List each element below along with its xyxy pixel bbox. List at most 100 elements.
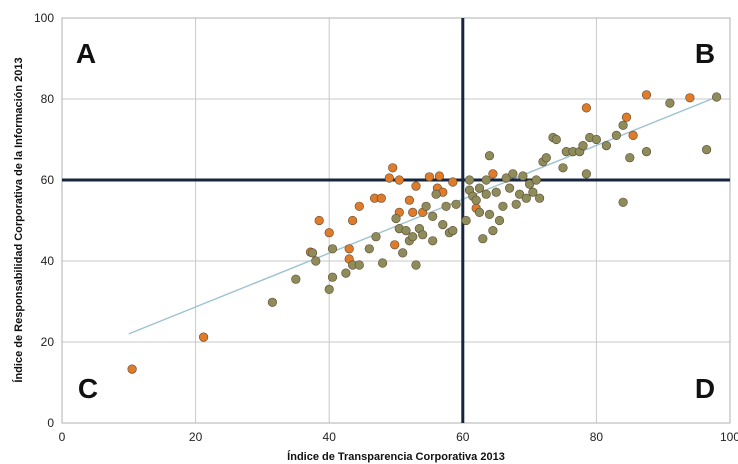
data-point-orange	[324, 228, 334, 238]
data-point-olive	[364, 244, 374, 254]
quadrant-label: D	[695, 373, 715, 404]
data-point-olive	[711, 92, 722, 102]
data-point-orange	[628, 130, 638, 140]
data-point-olive	[311, 256, 321, 266]
data-point-olive	[665, 98, 675, 108]
data-point-olive	[498, 201, 508, 211]
data-point-olive	[611, 130, 622, 140]
data-point-olive	[521, 193, 531, 203]
data-point-olive	[558, 163, 568, 173]
data-point-olive	[534, 193, 545, 203]
x-tick-label: 80	[590, 430, 604, 444]
data-point-olive	[451, 199, 461, 209]
data-point-olive	[411, 260, 421, 270]
data-point-orange	[685, 93, 695, 103]
plot-frame	[61, 17, 731, 424]
data-point-orange	[344, 244, 354, 254]
data-point-orange	[434, 171, 445, 181]
data-point-olive	[401, 226, 411, 236]
data-point-orange	[314, 215, 324, 226]
data-point-olive	[641, 147, 652, 157]
data-point-olive	[481, 175, 491, 185]
x-tick-label: 60	[456, 430, 470, 444]
data-point-olive	[484, 209, 495, 219]
data-point-olive	[431, 189, 441, 199]
x-tick-label: 0	[59, 430, 66, 444]
data-point-olive	[478, 234, 488, 244]
data-point-olive	[494, 215, 505, 226]
data-point-olive	[327, 272, 338, 282]
x-axis-label: Índice de Transparencia Corporativa 2013	[287, 450, 505, 463]
data-point-olive	[474, 207, 485, 217]
y-tick-label: 0	[47, 416, 54, 430]
data-point-orange	[376, 193, 386, 203]
data-point-orange	[384, 173, 394, 183]
data-point-olive	[551, 134, 561, 145]
data-point-olive	[488, 226, 498, 236]
data-point-olive	[505, 183, 515, 193]
y-tick-label: 40	[41, 254, 55, 268]
data-point-orange	[354, 201, 364, 211]
data-point-olive	[474, 183, 485, 193]
data-point-olive	[428, 211, 438, 221]
data-point-olive	[448, 226, 458, 236]
y-tick-label: 100	[34, 11, 54, 25]
data-point-orange	[641, 90, 652, 100]
data-point-olive	[327, 244, 338, 254]
quadrant-label: C	[78, 373, 98, 404]
data-point-orange	[390, 240, 400, 250]
data-point-olive	[471, 195, 481, 205]
data-point-olive	[578, 141, 588, 151]
y-tick-label: 20	[41, 335, 55, 349]
data-point-orange	[127, 364, 137, 374]
data-point-olive	[511, 199, 521, 209]
data-point-olive	[408, 232, 418, 242]
data-point-olive	[701, 145, 712, 155]
data-point-olive	[391, 213, 401, 224]
data-point-orange	[411, 181, 421, 191]
data-point-olive	[291, 274, 301, 284]
data-point-olive	[625, 153, 635, 163]
data-point-olive	[341, 268, 351, 278]
data-point-olive	[541, 153, 551, 163]
data-point-olive	[524, 179, 535, 189]
data-point-olive	[481, 189, 491, 199]
data-point-olive	[508, 169, 518, 179]
data-point-olive	[591, 134, 602, 145]
data-point-orange	[199, 332, 209, 342]
data-point-olive	[514, 189, 525, 199]
y-tick-label: 80	[41, 92, 55, 106]
data-point-olive	[501, 173, 511, 183]
data-point-olive	[418, 230, 428, 240]
quadrant-label: A	[76, 38, 96, 69]
data-point-olive	[324, 284, 334, 295]
data-point-olive	[461, 215, 471, 226]
data-point-olive	[518, 171, 528, 181]
data-point-orange	[404, 195, 415, 205]
data-point-olive	[438, 220, 448, 230]
data-point-olive	[581, 169, 592, 179]
y-axis-label: Índice de Responsabilidad Corporativa de…	[12, 57, 25, 382]
data-point-orange	[621, 112, 632, 122]
data-point-olive	[618, 120, 628, 130]
data-point-olive	[484, 151, 495, 161]
data-point-olive	[371, 232, 381, 242]
data-point-olive	[491, 187, 501, 197]
data-point-orange	[448, 177, 458, 187]
data-point-olive	[354, 260, 364, 270]
data-point-orange	[488, 169, 498, 179]
x-tick-label: 40	[323, 430, 337, 444]
quadrant-labels: A B C D	[76, 38, 715, 404]
data-point-olive	[601, 141, 612, 151]
data-point-olive	[421, 201, 431, 211]
y-tick-label: 60	[41, 173, 55, 187]
data-point-olive	[618, 197, 628, 207]
data-point-olive	[398, 248, 408, 258]
data-point-olive	[441, 201, 451, 211]
data-point-orange	[408, 207, 418, 217]
data-point-olive	[428, 236, 438, 246]
data-point-olive	[267, 297, 278, 307]
data-point-olive	[307, 248, 318, 258]
data-point-olive	[378, 258, 388, 268]
